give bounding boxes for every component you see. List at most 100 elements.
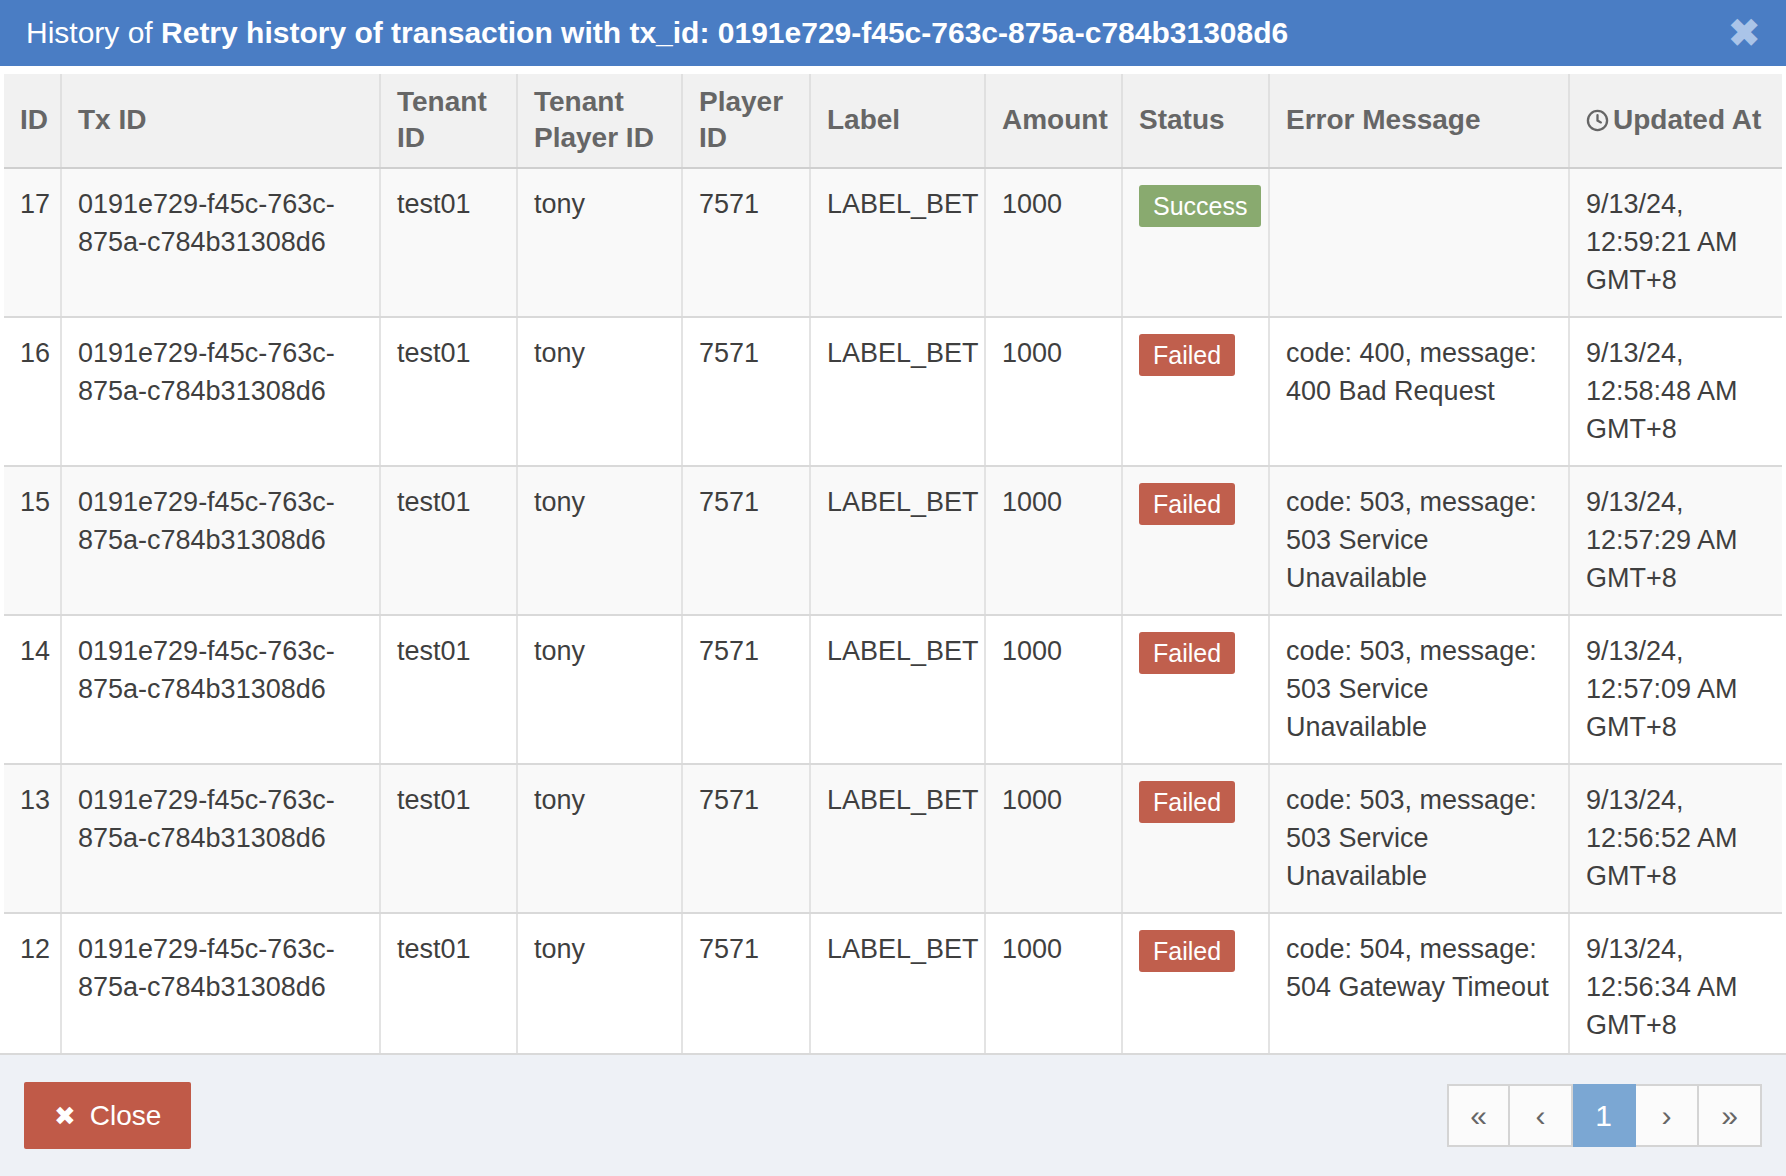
modal-title: History of Retry history of transaction … [26, 16, 1288, 50]
cell-id: 15 [4, 466, 61, 615]
cell-amount: 1000 [985, 466, 1122, 615]
table-row: 12 0191e729-f45c-763c-875a-c784b31308d6 … [4, 913, 1782, 1053]
pagination-next[interactable]: › [1636, 1084, 1699, 1147]
cell-error-message: code: 400, message: 400 Bad Request [1269, 317, 1569, 466]
retry-history-modal: History of Retry history of transaction … [0, 0, 1786, 1176]
cell-id: 14 [4, 615, 61, 764]
cell-id: 16 [4, 317, 61, 466]
cell-tx-id: 0191e729-f45c-763c-875a-c784b31308d6 [61, 913, 380, 1053]
cell-label: LABEL_BET [810, 615, 985, 764]
cell-updated-at: 9/13/24, 12:57:29 AM GMT+8 [1569, 466, 1782, 615]
cell-tenant-player-id: tony [517, 168, 682, 317]
cell-tenant-id: test01 [380, 764, 517, 913]
close-button-label: Close [90, 1100, 162, 1132]
modal-title-prefix: History of [26, 16, 161, 49]
cell-label: LABEL_BET [810, 317, 985, 466]
cell-amount: 1000 [985, 317, 1122, 466]
cell-label: LABEL_BET [810, 168, 985, 317]
cell-tenant-player-id: tony [517, 913, 682, 1053]
close-button[interactable]: ✖ Close [24, 1082, 191, 1149]
cell-tenant-player-id: tony [517, 317, 682, 466]
pagination-page-1[interactable]: 1 [1573, 1084, 1636, 1147]
cell-tenant-player-id: tony [517, 466, 682, 615]
table-row: 14 0191e729-f45c-763c-875a-c784b31308d6 … [4, 615, 1782, 764]
column-header-tenant-player-id: Tenant Player ID [517, 74, 682, 168]
cell-id: 12 [4, 913, 61, 1053]
updated-at-label: Updated At [1613, 102, 1761, 138]
cell-tx-id: 0191e729-f45c-763c-875a-c784b31308d6 [61, 317, 380, 466]
close-x-icon: ✖ [54, 1103, 76, 1129]
column-header-tenant-id: Tenant ID [380, 74, 517, 168]
cell-label: LABEL_BET [810, 764, 985, 913]
cell-updated-at: 9/13/24, 12:57:09 AM GMT+8 [1569, 615, 1782, 764]
cell-tenant-id: test01 [380, 168, 517, 317]
cell-error-message: code: 504, message: 504 Gateway Timeout [1269, 913, 1569, 1053]
pagination-last[interactable]: » [1699, 1084, 1762, 1147]
cell-id: 17 [4, 168, 61, 317]
cell-amount: 1000 [985, 764, 1122, 913]
table-row: 16 0191e729-f45c-763c-875a-c784b31308d6 … [4, 317, 1782, 466]
cell-label: LABEL_BET [810, 466, 985, 615]
cell-status: Failed [1122, 466, 1269, 615]
cell-error-message: code: 503, message: 503 Service Unavaila… [1269, 466, 1569, 615]
status-badge: Failed [1139, 483, 1235, 525]
column-header-label: Label [810, 74, 985, 168]
cell-status: Success [1122, 168, 1269, 317]
status-badge: Failed [1139, 632, 1235, 674]
cell-updated-at: 9/13/24, 12:56:34 AM GMT+8 [1569, 913, 1782, 1053]
cell-tx-id: 0191e729-f45c-763c-875a-c784b31308d6 [61, 466, 380, 615]
cell-player-id: 7571 [682, 913, 810, 1053]
cell-updated-at: 9/13/24, 12:59:21 AM GMT+8 [1569, 168, 1782, 317]
pagination-previous[interactable]: ‹ [1510, 1084, 1573, 1147]
cell-label: LABEL_BET [810, 913, 985, 1053]
cell-tenant-player-id: tony [517, 764, 682, 913]
cell-tenant-player-id: tony [517, 615, 682, 764]
pagination: « ‹ 1 › » [1447, 1084, 1762, 1147]
cell-player-id: 7571 [682, 615, 810, 764]
retry-history-table: ID Tx ID Tenant ID Tenant Player ID Play… [4, 74, 1782, 1053]
status-badge: Failed [1139, 781, 1235, 823]
pagination-first[interactable]: « [1447, 1084, 1510, 1147]
cell-amount: 1000 [985, 913, 1122, 1053]
table-row: 17 0191e729-f45c-763c-875a-c784b31308d6 … [4, 168, 1782, 317]
column-header-amount: Amount [985, 74, 1122, 168]
modal-title-emphasis: Retry history of transaction with tx_id:… [161, 16, 1288, 49]
clock-icon [1586, 109, 1609, 132]
cell-error-message [1269, 168, 1569, 317]
column-header-error-message: Error Message [1269, 74, 1569, 168]
modal-body: ID Tx ID Tenant ID Tenant Player ID Play… [0, 66, 1786, 1053]
status-badge: Success [1139, 185, 1261, 227]
cell-tx-id: 0191e729-f45c-763c-875a-c784b31308d6 [61, 764, 380, 913]
cell-player-id: 7571 [682, 466, 810, 615]
cell-status: Failed [1122, 764, 1269, 913]
status-badge: Failed [1139, 334, 1235, 376]
column-header-tx-id: Tx ID [61, 74, 380, 168]
cell-amount: 1000 [985, 615, 1122, 764]
cell-status: Failed [1122, 615, 1269, 764]
cell-tenant-id: test01 [380, 466, 517, 615]
cell-status: Failed [1122, 317, 1269, 466]
cell-error-message: code: 503, message: 503 Service Unavaila… [1269, 615, 1569, 764]
table-row: 15 0191e729-f45c-763c-875a-c784b31308d6 … [4, 466, 1782, 615]
cell-player-id: 7571 [682, 168, 810, 317]
cell-tx-id: 0191e729-f45c-763c-875a-c784b31308d6 [61, 168, 380, 317]
cell-id: 13 [4, 764, 61, 913]
column-header-status: Status [1122, 74, 1269, 168]
status-badge: Failed [1139, 930, 1235, 972]
close-icon[interactable]: ✖ [1728, 14, 1760, 52]
column-header-id: ID [4, 74, 61, 168]
modal-header: History of Retry history of transaction … [0, 0, 1786, 66]
cell-tenant-id: test01 [380, 913, 517, 1053]
cell-player-id: 7571 [682, 317, 810, 466]
table-row: 13 0191e729-f45c-763c-875a-c784b31308d6 … [4, 764, 1782, 913]
cell-player-id: 7571 [682, 764, 810, 913]
cell-updated-at: 9/13/24, 12:58:48 AM GMT+8 [1569, 317, 1782, 466]
cell-amount: 1000 [985, 168, 1122, 317]
modal-footer: ✖ Close « ‹ 1 › » [0, 1053, 1786, 1176]
column-header-player-id: Player ID [682, 74, 810, 168]
cell-error-message: code: 503, message: 503 Service Unavaila… [1269, 764, 1569, 913]
cell-tenant-id: test01 [380, 317, 517, 466]
cell-tenant-id: test01 [380, 615, 517, 764]
cell-updated-at: 9/13/24, 12:56:52 AM GMT+8 [1569, 764, 1782, 913]
cell-status: Failed [1122, 913, 1269, 1053]
